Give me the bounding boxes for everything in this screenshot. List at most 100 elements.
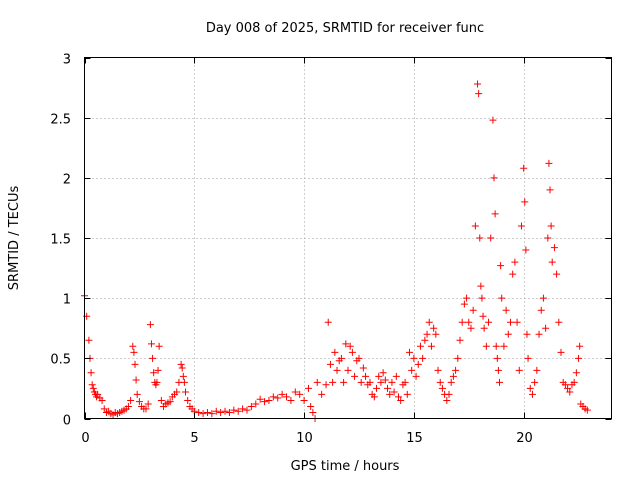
data-point — [513, 318, 521, 326]
data-point — [291, 388, 299, 396]
data-point — [548, 258, 556, 266]
data-point — [307, 402, 315, 410]
data-point — [493, 354, 501, 362]
data-point — [256, 395, 264, 403]
data-point — [539, 294, 547, 302]
data-point — [217, 408, 225, 416]
data-point — [173, 388, 181, 396]
data-point — [553, 270, 561, 278]
data-point — [274, 394, 282, 402]
data-point — [401, 378, 409, 386]
data-point — [533, 366, 541, 374]
data-point — [471, 222, 479, 230]
data-point — [465, 318, 473, 326]
data-point — [261, 398, 269, 406]
data-point — [131, 360, 139, 368]
data-point — [575, 354, 583, 362]
data-point — [234, 407, 242, 415]
data-point — [326, 360, 334, 368]
data-point — [124, 402, 132, 410]
data-point — [362, 372, 370, 380]
data-point — [479, 312, 487, 320]
data-point — [329, 378, 337, 386]
data-point — [458, 318, 466, 326]
data-point — [531, 378, 539, 386]
data-point — [452, 366, 460, 374]
data-point — [177, 360, 185, 368]
data-point — [555, 318, 563, 326]
y-tick-label: 1 — [63, 293, 71, 308]
data-point — [425, 318, 433, 326]
data-point — [474, 80, 482, 88]
data-point — [179, 372, 187, 380]
data-point — [421, 336, 429, 344]
data-point — [475, 90, 483, 98]
data-point — [547, 222, 555, 230]
data-point — [416, 342, 424, 350]
data-point — [570, 378, 578, 386]
data-point — [150, 369, 158, 377]
data-point — [88, 381, 96, 389]
data-point — [300, 396, 308, 404]
data-point — [322, 381, 330, 389]
data-point — [373, 384, 381, 392]
data-point — [480, 324, 488, 332]
y-tick-label: 3 — [63, 53, 71, 68]
data-point — [166, 398, 174, 406]
x-tick-label: 5 — [190, 431, 198, 446]
data-point — [395, 393, 403, 401]
data-point — [355, 354, 363, 362]
data-point — [386, 390, 394, 398]
data-point — [557, 348, 565, 356]
data-point — [94, 390, 102, 398]
data-point — [460, 300, 468, 308]
data-point — [506, 318, 514, 326]
data-point — [576, 342, 584, 350]
data-point — [546, 186, 554, 194]
data-points — [81, 80, 591, 422]
x-tick-label: 15 — [406, 431, 423, 446]
data-point — [184, 396, 192, 404]
data-point — [463, 294, 471, 302]
data-point — [419, 354, 427, 362]
data-point — [283, 393, 291, 401]
data-point — [478, 294, 486, 302]
data-point — [377, 378, 385, 386]
y-tick-label: 0.5 — [50, 353, 71, 368]
data-point — [454, 354, 462, 362]
y-tick-labels: 0 0.5 1 1.5 2 2.5 3 — [50, 53, 71, 429]
data-point — [342, 340, 350, 348]
data-point — [333, 366, 341, 374]
data-point — [127, 396, 135, 404]
data-point — [129, 342, 137, 350]
data-point — [357, 378, 365, 386]
data-point — [89, 384, 97, 392]
data-point — [247, 402, 255, 410]
data-point — [337, 354, 345, 362]
data-point — [221, 407, 229, 415]
data-point — [423, 330, 431, 338]
y-tick-label: 1.5 — [50, 233, 71, 248]
data-point — [497, 262, 505, 270]
data-point — [414, 360, 422, 368]
plot-frame — [84, 57, 612, 419]
data-point — [500, 342, 508, 350]
data-point — [509, 270, 517, 278]
data-point — [469, 306, 477, 314]
data-point — [384, 384, 392, 392]
data-point — [449, 372, 457, 380]
data-point — [153, 378, 161, 386]
data-point — [412, 372, 420, 380]
data-point — [405, 348, 413, 356]
data-point — [545, 159, 553, 167]
data-point — [526, 384, 534, 392]
data-point — [331, 348, 339, 356]
data-point — [523, 330, 531, 338]
data-point — [375, 372, 383, 380]
data-point — [142, 405, 150, 413]
data-point — [309, 408, 317, 416]
data-point — [583, 406, 591, 414]
grid — [84, 57, 612, 419]
data-point — [494, 366, 502, 374]
